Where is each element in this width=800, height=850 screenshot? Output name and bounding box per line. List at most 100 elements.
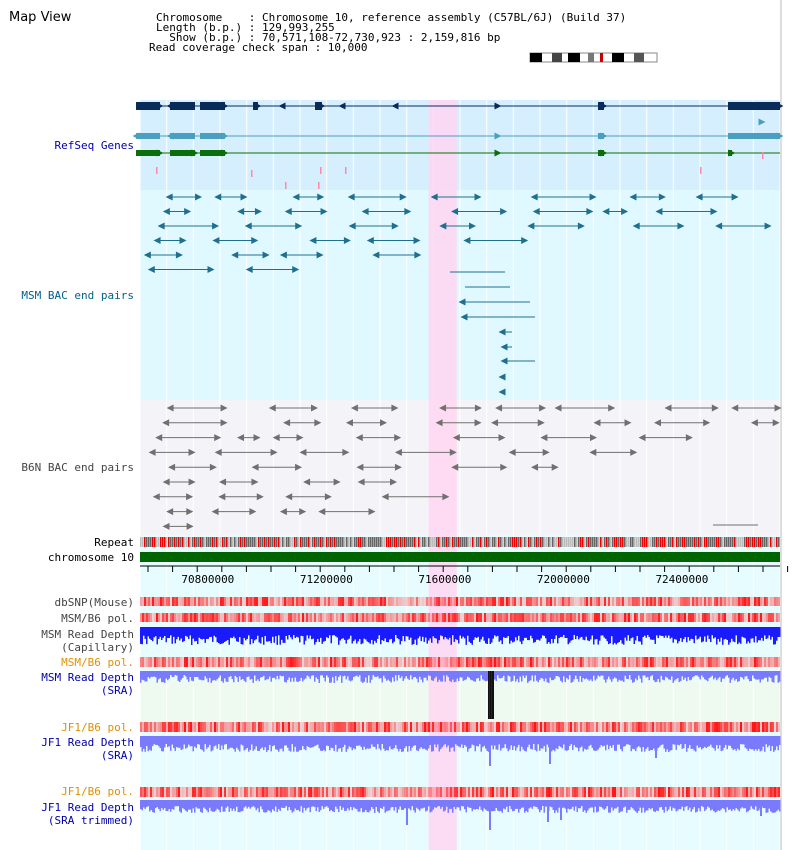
refseq-gene-teal-arrow — [494, 132, 502, 140]
jf1-b6-pol-1-heat — [602, 722, 604, 732]
jf1-depth-trimmed-bar — [356, 800, 358, 810]
repeat-mark — [514, 537, 516, 547]
repeat-mark — [720, 537, 722, 547]
msm-b6-pol-2-heat — [646, 657, 648, 667]
b6n-bac-end — [162, 478, 170, 486]
repeat-mark — [262, 537, 264, 547]
msm-b6-pol-1-heat — [142, 613, 144, 622]
msm-depth-sra-bar — [567, 671, 569, 680]
jf1-depth-trimmed-bar — [141, 800, 143, 811]
repeat-mark — [294, 537, 296, 547]
jf1-b6-pol-2-heat — [282, 787, 284, 797]
jf1-depth-sra-bar — [642, 736, 644, 748]
msm-depth-capillary-bar — [731, 627, 733, 639]
jf1-b6-pol-2-heat — [664, 787, 666, 797]
b6n-bac-end — [333, 478, 341, 486]
msm-depth-sra-bar — [773, 671, 775, 683]
msm-b6-pol-1-heat — [692, 613, 694, 622]
msm-depth-sra-bar — [720, 671, 722, 682]
jf1-b6-pol-1-heat — [252, 722, 254, 732]
msm-depth-capillary-bar — [767, 627, 769, 639]
dbsnp-heat — [748, 597, 750, 606]
jf1-depth-trimmed-bar — [204, 800, 206, 809]
dbsnp-heat — [674, 597, 676, 606]
msm-b6-pol-2-heat — [208, 657, 210, 667]
jf1-b6-pol-1-heat — [626, 722, 628, 732]
msm-depth-capillary-bar — [522, 627, 524, 641]
msm-depth-sra-bar — [561, 671, 563, 683]
jf1-depth-trimmed-bar — [224, 800, 226, 812]
track-label-refseq[interactable]: RefSeq Genes — [54, 139, 134, 152]
dbsnp-heat — [386, 597, 388, 606]
jf1-depth-trimmed-bar — [374, 800, 376, 813]
repeat-mark — [478, 537, 480, 547]
msm-depth-capillary-bar — [459, 627, 461, 636]
jf1-depth-sra-bar — [239, 736, 241, 752]
jf1-b6-pol-2-heat — [288, 787, 290, 797]
jf1-depth-sra-bar — [432, 736, 434, 752]
msm-depth-sra-bar — [401, 671, 403, 677]
jf1-depth-trimmed-bar — [434, 800, 436, 808]
msm-b6-pol-1-heat — [690, 613, 692, 622]
repeat-mark — [312, 537, 314, 547]
msm-b6-pol-2-heat — [278, 657, 280, 667]
b6n-bac-end — [318, 508, 326, 516]
msm-depth-sra-bar — [534, 671, 536, 676]
jf1-b6-pol-1-heat — [460, 722, 462, 732]
jf1-depth-sra-bar — [698, 736, 700, 748]
jf1-b6-pol-2-heat — [204, 787, 206, 797]
dbsnp-heat — [282, 597, 284, 606]
jf1-b6-pol-1-heat — [218, 722, 220, 732]
jf1-depth-trimmed-bar — [480, 800, 482, 810]
msm-depth-capillary-bar — [249, 627, 251, 645]
msm-depth-sra-bar — [153, 671, 155, 677]
msm-depth-capillary-bar — [225, 627, 227, 641]
msm-depth-sra-bar — [666, 671, 668, 678]
dbsnp-heat — [368, 597, 370, 606]
jf1-b6-pol-1-heat — [580, 722, 582, 732]
jf1-depth-trimmed-bar — [669, 800, 671, 807]
msm-depth-sra-bar — [252, 671, 254, 683]
b6n-bac-end — [186, 508, 194, 516]
msm-depth-sra-bar — [179, 671, 181, 682]
msm-b6-pol-1-heat — [350, 613, 352, 622]
jf1-depth-trimmed-bar — [449, 800, 451, 809]
jf1-depth-sra-bar — [230, 736, 232, 748]
msm-depth-sra-bar — [597, 671, 599, 676]
msm-depth-sra-bar — [560, 671, 562, 681]
jf1-depth-sra-bar — [731, 736, 733, 749]
msm-depth-capillary-bar — [243, 627, 245, 639]
msm-depth-capillary-bar — [378, 627, 380, 636]
jf1-b6-pol-1-heat — [458, 722, 460, 732]
track-label-b6n-bac[interactable]: B6N BAC end pairs — [21, 461, 134, 474]
msm-depth-capillary-bar — [498, 627, 500, 642]
jf1-depth-sra-bar — [144, 736, 146, 752]
msm-depth-capillary-bar — [300, 627, 302, 636]
jf1-b6-pol-1-heat — [422, 722, 424, 732]
track-label-msm-bac[interactable]: MSM BAC end pairs — [21, 289, 134, 302]
jf1-b6-pol-1-heat — [228, 722, 230, 732]
msm-b6-pol-2-heat — [360, 657, 362, 667]
msm-depth-sra-bar — [696, 671, 698, 676]
msm-depth-sra-bar — [573, 671, 575, 680]
dbsnp-heat — [222, 597, 224, 606]
msm-depth-sra-bar — [762, 671, 764, 680]
dbsnp-heat — [266, 597, 268, 606]
jf1-depth-trimmed-bar — [144, 800, 146, 809]
msm-depth-capillary-bar — [210, 627, 212, 637]
jf1-b6-pol-2-heat — [490, 787, 492, 797]
repeat-mark — [354, 537, 356, 547]
repeat-mark — [656, 537, 658, 547]
msm-depth-sra-bar — [297, 671, 299, 682]
jf1-b6-pol-1-heat — [612, 722, 614, 732]
jf1-depth-sra-bar — [768, 736, 770, 746]
repeat-mark — [284, 537, 286, 547]
repeat-mark — [204, 537, 206, 547]
msm-b6-pol-2-heat — [718, 657, 720, 667]
msm-depth-sra-bar — [675, 671, 677, 680]
jf1-depth-trimmed-bar — [260, 800, 262, 807]
jf1-b6-pol-1-heat — [372, 722, 374, 732]
repeat-mark — [492, 537, 494, 547]
dbsnp-heat — [324, 597, 326, 606]
